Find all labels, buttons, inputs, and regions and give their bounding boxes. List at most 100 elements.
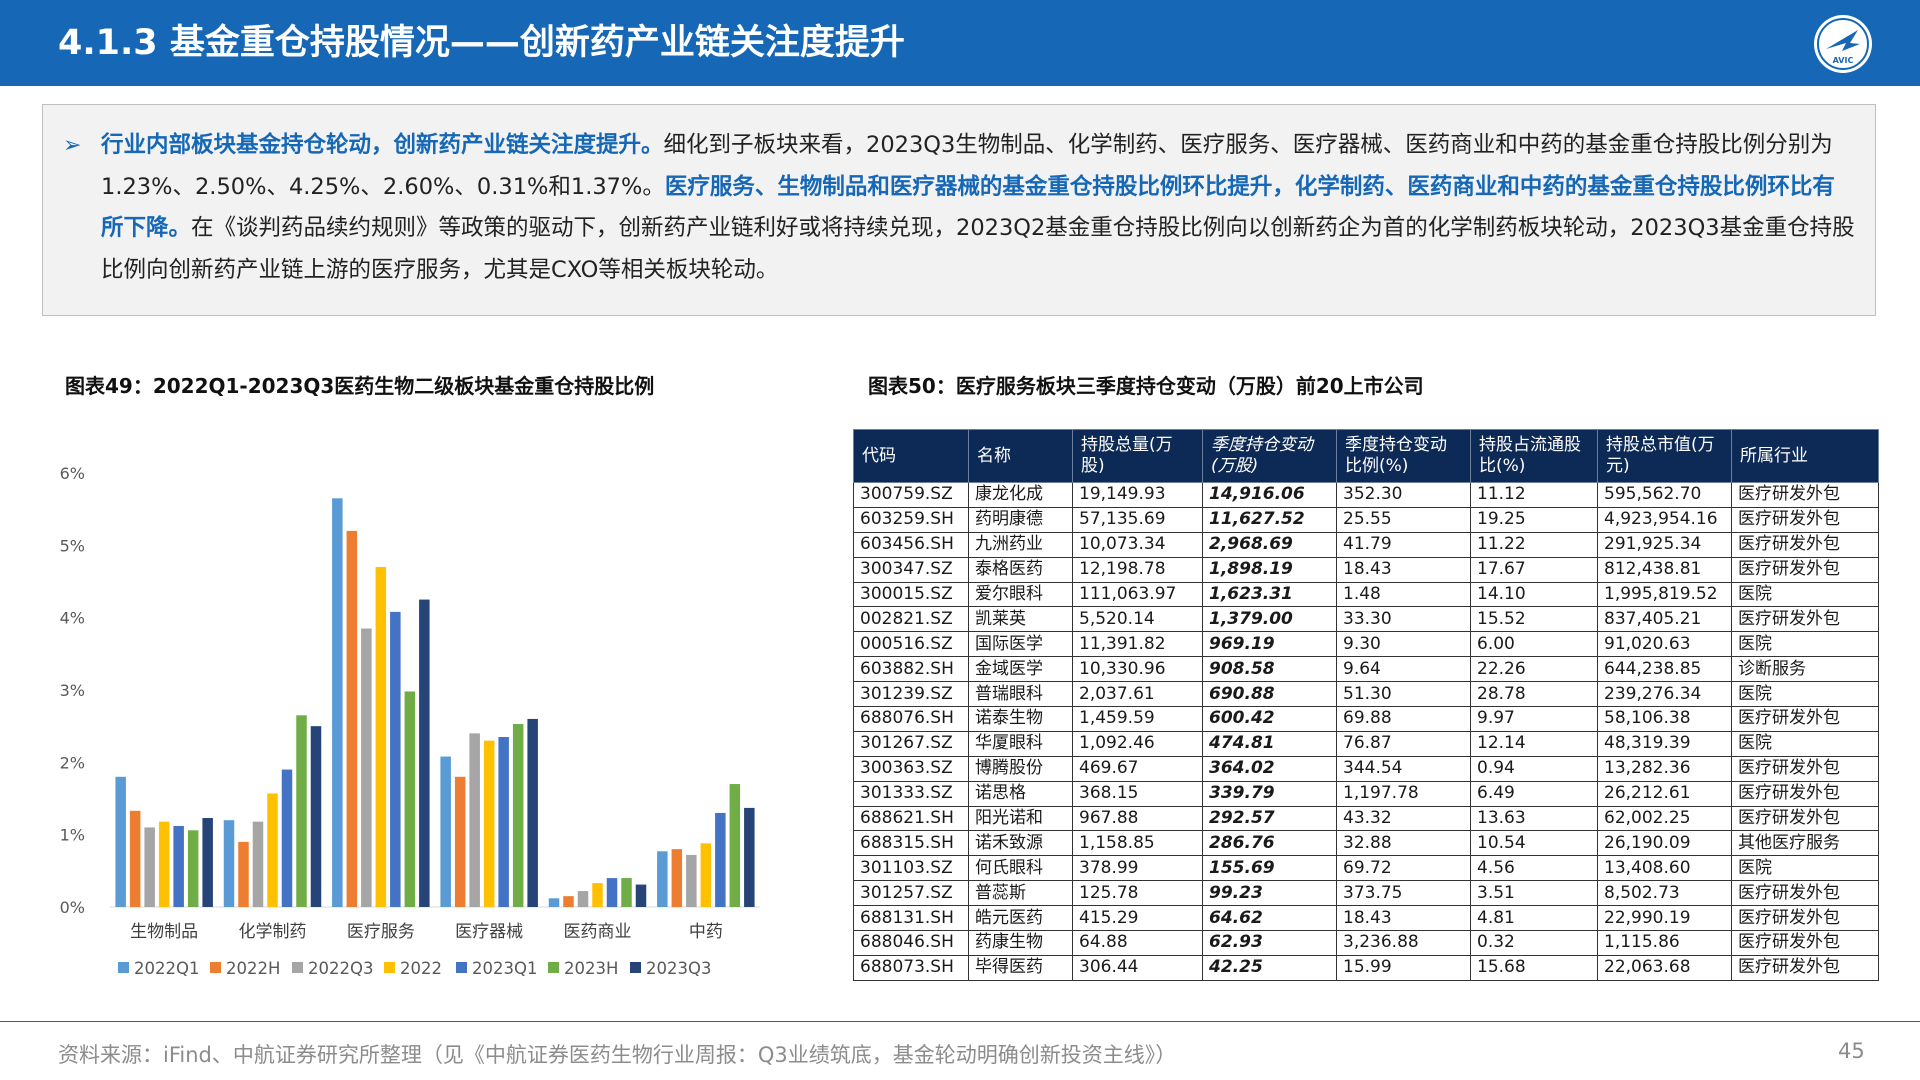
bar (744, 807, 755, 907)
legend-swatch (292, 962, 303, 973)
table-cell: 373.75 (1336, 880, 1471, 907)
table-cell: 何氏眼科 (968, 855, 1073, 882)
column-header: 季度持仓变动(万股) (1202, 429, 1337, 483)
table-cell: 352.30 (1336, 482, 1471, 508)
table-cell: 0.32 (1470, 930, 1598, 956)
table-cell: 291,925.34 (1597, 531, 1732, 558)
table-cell: 301267.SZ (853, 730, 969, 757)
summary-sentence: 在《谈判药品续约规则》等政策的驱动下，创新药产业链利好或将持续兑现，2023Q2… (101, 215, 1855, 283)
legend-label: 2022Q3 (308, 959, 373, 978)
table-cell: 300363.SZ (853, 755, 969, 782)
table-cell: 1.48 (1336, 581, 1471, 608)
table-cell: 688076.SH (853, 706, 969, 732)
table-row: 301257.SZ 普蕊斯 125.78 99.23 373.75 3.51 8,502.7… (853, 880, 1879, 907)
table-cell: 69.88 (1336, 706, 1471, 732)
table-cell: 33.30 (1336, 606, 1471, 633)
table-cell: 644,238.85 (1597, 656, 1732, 683)
table-cell: 364.02 (1202, 755, 1337, 782)
table-cell: 6.00 (1470, 631, 1598, 658)
table-cell: 14.10 (1470, 581, 1598, 608)
table-cell: 普瑞眼科 (968, 681, 1073, 708)
bar (375, 567, 387, 907)
legend-swatch (548, 962, 559, 973)
table-cell: 11,627.52 (1202, 506, 1337, 533)
bar (390, 611, 401, 907)
table-row: 000516.SZ 国际医学 11,391.82 969.19 9.30 6.00 91,0… (853, 631, 1879, 658)
holdings-table: 代码 名称 持股总量(万股) 季度持仓变动(万股) 季度持仓变动比例(%) 持股… (853, 429, 1879, 981)
table-cell: 凯莱英 (968, 606, 1073, 633)
table-row: 300363.SZ 博腾股份 469.67 364.02 344.54 0.94 13,28… (853, 755, 1879, 782)
bar (129, 810, 141, 907)
table-cell: 金域医学 (968, 656, 1073, 683)
summary-highlight: 医疗服务、生物制品和医疗器械的基金重仓持股比例环比提升，化学制药、医药商业和中药… (101, 173, 1835, 242)
table-cell: 12,198.78 (1072, 556, 1203, 583)
table-cell: 11,391.82 (1072, 631, 1203, 658)
table-cell: 2,037.61 (1072, 681, 1203, 708)
table-cell: 九洲药业 (968, 531, 1073, 558)
table-cell: 1,092.46 (1072, 730, 1203, 757)
table-cell: 469.67 (1072, 755, 1203, 782)
bar (563, 896, 574, 907)
table-cell: 378.99 (1072, 855, 1203, 882)
table-cell: 6.49 (1470, 780, 1598, 807)
table-cell: 13,282.36 (1597, 755, 1732, 782)
table-cell: 医疗研发外包 (1731, 706, 1879, 732)
table-cell: 26,190.09 (1597, 830, 1732, 857)
bar (498, 737, 509, 907)
table-cell: 99.23 (1202, 880, 1337, 907)
chart-caption: 图表49：2022Q1-2023Q3医药生物二级板块基金重仓持股比例 (65, 374, 655, 398)
x-tick-label: 医疗器械 (455, 922, 523, 942)
table-cell: 13.63 (1470, 805, 1598, 832)
x-tick-label: 中药 (689, 922, 723, 942)
table-cell: 368.15 (1072, 780, 1203, 807)
bar (454, 776, 466, 907)
bar (635, 884, 647, 907)
bar (483, 740, 495, 907)
table-cell: 诺禾致源 (968, 830, 1073, 857)
table-cell: 2,968.69 (1202, 531, 1337, 558)
bar (419, 599, 430, 907)
table-row: 300759.SZ 康龙化成 19,149.93 14,916.06 352.30 11.… (853, 482, 1879, 508)
table-cell: 医院 (1731, 855, 1879, 882)
column-header: 持股总市值(万元) (1597, 429, 1732, 483)
table-cell: 14,916.06 (1202, 482, 1337, 508)
bar-chart: 0% 1% 2% 3% 4% 5% 6% 生物制品 化学制药 医疗服务 医疗器械 医药商业 中药 2022… (60, 464, 760, 978)
table-cell: 26,212.61 (1597, 780, 1732, 807)
bar (469, 733, 480, 907)
table-cell: 医院 (1731, 730, 1879, 757)
table-cell: 300015.SZ (853, 581, 969, 608)
legend-label: 2023H (564, 959, 618, 978)
table-cell: 76.87 (1336, 730, 1471, 757)
bar (686, 854, 697, 907)
table-header-row: 代码 名称 持股总量(万股) 季度持仓变动(万股) 季度持仓变动比例(%) 持股… (853, 429, 1879, 483)
table-cell: 688046.SH (853, 930, 969, 956)
y-tick-label: 1% (60, 826, 85, 845)
bar (173, 825, 184, 907)
column-header: 所属行业 (1731, 429, 1879, 483)
table-cell: 600.42 (1202, 706, 1337, 732)
table-cell: 15.52 (1470, 606, 1598, 633)
y-tick-label: 0% (60, 898, 85, 917)
table-cell: 969.19 (1202, 631, 1337, 658)
table-cell: 毕得医药 (968, 954, 1073, 981)
table-cell: 301103.SZ (853, 855, 969, 882)
table-cell: 博腾股份 (968, 755, 1073, 782)
legend-swatch (118, 962, 129, 973)
column-header: 持股总量(万股) (1072, 429, 1203, 483)
bar (144, 827, 155, 907)
table-cell: 22,990.19 (1597, 905, 1732, 932)
bar (158, 821, 170, 907)
table-cell: 28.78 (1470, 681, 1598, 708)
bar (223, 820, 235, 907)
table-cell: 22.26 (1470, 656, 1598, 683)
table-cell: 1,197.78 (1336, 780, 1471, 807)
table-row: 688046.SH 药康生物 64.88 62.93 3,236.88 0.32 1,115… (853, 930, 1879, 956)
table-cell: 690.88 (1202, 681, 1337, 708)
table-row: 688621.SH 阳光诺和 967.88 292.57 43.32 13.63 62,00… (853, 805, 1879, 832)
table-cell: 医疗研发外包 (1731, 930, 1879, 956)
x-tick-label: 医疗服务 (347, 922, 415, 942)
bar (548, 898, 560, 907)
table-cell: 医疗研发外包 (1731, 482, 1879, 508)
table-cell: 22,063.68 (1597, 954, 1732, 981)
avic-logo-icon: AVIC (1814, 15, 1872, 73)
